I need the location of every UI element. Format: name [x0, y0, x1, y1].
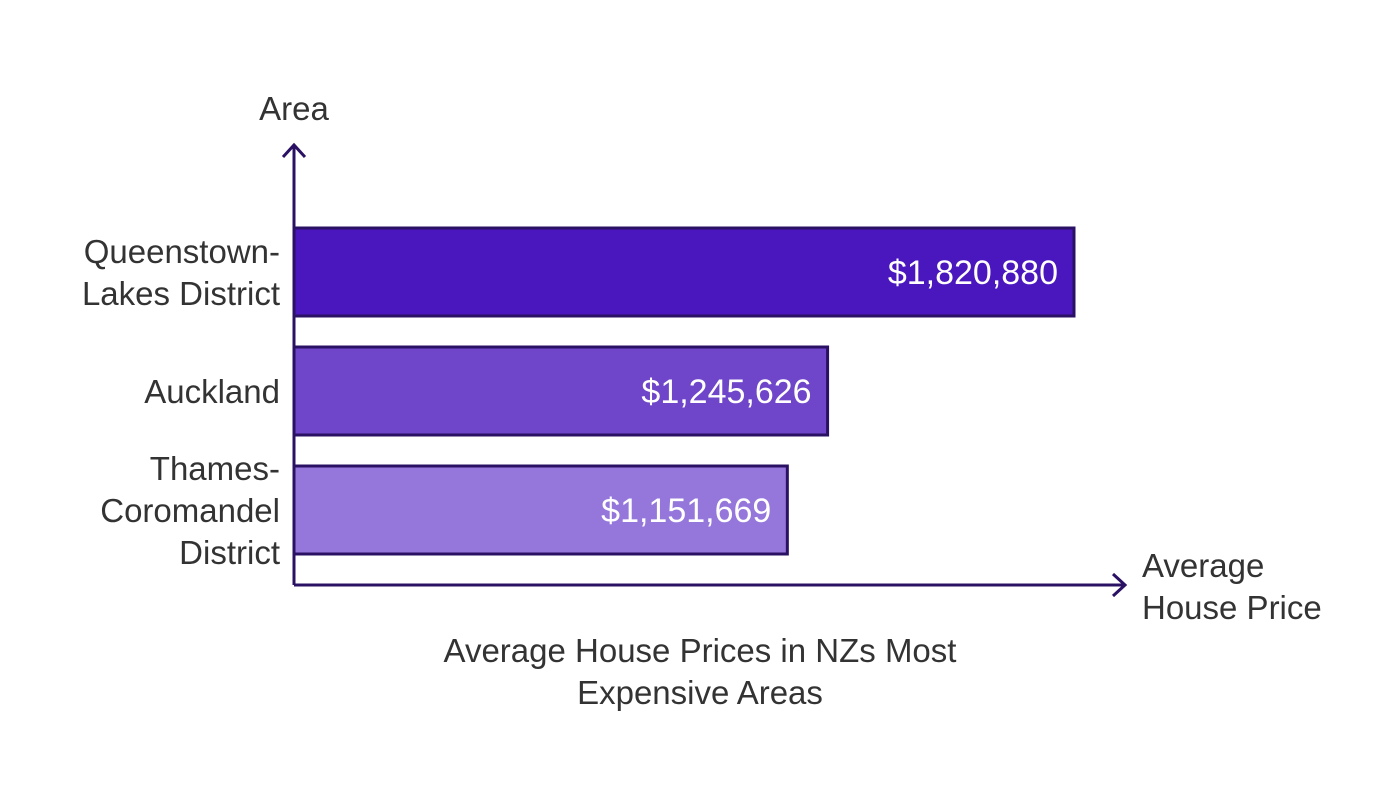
category-label: Lakes District: [82, 275, 280, 312]
data-label: $1,245,626: [641, 373, 811, 411]
bar: [292, 464, 789, 556]
x-axis-label: Average: [1142, 547, 1264, 584]
category-label: Queenstown-: [84, 233, 280, 270]
x-axis-label: House Price: [1142, 589, 1322, 626]
y-axis-arrow-icon: [281, 142, 307, 159]
bar: [292, 345, 830, 437]
data-label: $1,151,669: [601, 492, 771, 530]
chart-title: Average House Prices in NZs Most: [444, 632, 957, 669]
chart-title: Expensive Areas: [577, 674, 823, 711]
category-label: Coromandel: [100, 492, 280, 529]
x-axis-arrow-icon: [1111, 572, 1128, 598]
category-label: Auckland: [144, 373, 280, 410]
category-label: Thames-: [150, 450, 280, 487]
y-axis-label: Area: [259, 90, 329, 127]
category-label: District: [179, 534, 280, 571]
bar: [292, 226, 1076, 318]
data-label: $1,820,880: [888, 254, 1058, 292]
